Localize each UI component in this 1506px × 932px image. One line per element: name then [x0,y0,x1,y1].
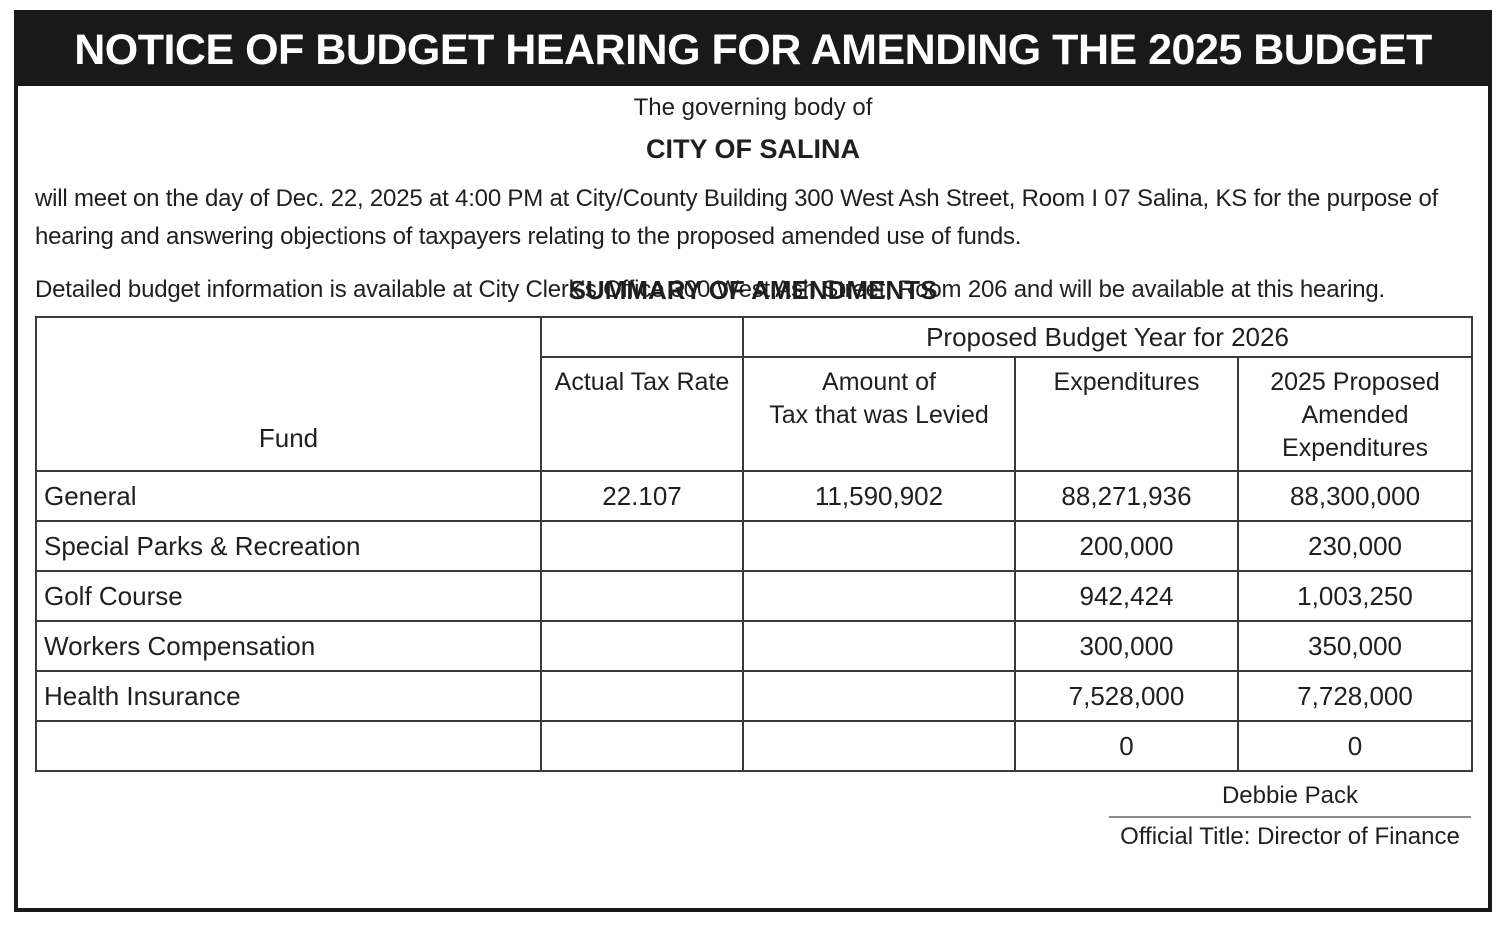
summary-of-amendments-table: Fund Proposed Budget Year for 2026 Actua… [35,316,1474,772]
empty-header-cell [540,316,744,358]
actual-tax-rate-cell [540,670,744,722]
governing-body-intro: The governing body of [633,94,873,121]
column-header-fund: Fund [35,316,542,472]
notice-content: The governing body of CITY OF SALINA wil… [18,94,1488,851]
column-header-amount-levied: Amount of Tax that was Levied [742,356,1016,472]
table-row: Workers Compensation 300,000 350,000 [35,620,1474,672]
official-title-line: Official Title: Director of Finance [1109,816,1471,851]
group-header-row: Fund Proposed Budget Year for 2026 [35,316,1474,472]
fund-cell: Special Parks & Recreation [35,520,542,572]
amount-levied-cell [742,620,1016,672]
amount-levied-cell [742,570,1016,622]
actual-tax-rate-cell [540,620,744,672]
expenditures-cell: 300,000 [1014,620,1239,672]
expenditures-cell: 200,000 [1014,520,1239,572]
amended-expenditures-cell: 350,000 [1236,620,1474,672]
column-header-amended-expenditures: 2025 Proposed Amended Expenditures [1236,356,1474,472]
amended-expenditures-cell: 7,728,000 [1236,670,1474,722]
entity-name: CITY OF SALINA [645,134,860,164]
signatory-name: Debbie Pack [1221,782,1359,809]
amount-levied-cell [742,670,1016,722]
fund-cell: Workers Compensation [35,620,542,672]
notice-title-bar: NOTICE OF BUDGET HEARING FOR AMENDING TH… [18,14,1488,86]
fund-cell: Health Insurance [35,670,542,722]
amended-expenditures-cell: 88,300,000 [1236,470,1474,522]
expenditures-cell: 88,271,936 [1014,470,1239,522]
expenditures-cell: 7,528,000 [1014,670,1239,722]
actual-tax-rate-cell [540,520,744,572]
amended-expenditures-cell: 1,003,250 [1236,570,1474,622]
meeting-paragraph: will meet on the day of Dec. 22, 2025 at… [35,185,1439,250]
table-row: Health Insurance 7,528,000 7,728,000 [35,670,1474,722]
actual-tax-rate-cell [540,720,744,772]
column-header-expenditures: Expenditures [1014,356,1239,472]
table-row: Special Parks & Recreation 200,000 230,0… [35,520,1474,572]
column-header-row: Actual Tax Rate Amount of Tax that was L… [36,356,1474,472]
budget-info-paragraph: Detailed budget information is available… [35,276,1386,303]
expenditures-cell: 0 [1014,720,1239,772]
notice-document: NOTICE OF BUDGET HEARING FOR AMENDING TH… [14,10,1492,912]
column-header-actual-tax-rate: Actual Tax Rate [540,356,744,472]
signature-block: Debbie Pack Official Title: Director of … [1109,782,1471,851]
actual-tax-rate-cell [540,570,744,622]
amount-levied-cell [742,720,1016,772]
table-row: Golf Course 942,424 1,003,250 [35,570,1474,622]
group-header-proposed-budget-year: Proposed Budget Year for 2026 [741,316,1474,358]
amount-levied-cell: 11,590,902 [742,470,1016,522]
notice-title: NOTICE OF BUDGET HEARING FOR AMENDING TH… [74,25,1432,74]
fund-cell: Golf Course [35,570,542,622]
amended-expenditures-cell: 0 [1236,720,1474,772]
amount-levied-cell [742,520,1016,572]
table-row: General 22.107 11,590,902 88,271,936 88,… [35,470,1474,522]
summary-heading: SUMMARY OF AMENDMENTS [568,275,938,305]
fund-cell [35,720,542,772]
table-row: 0 0 [35,720,1474,772]
amended-expenditures-cell: 230,000 [1236,520,1474,572]
fund-cell: General [35,470,542,522]
expenditures-cell: 942,424 [1014,570,1239,622]
actual-tax-rate-cell: 22.107 [540,470,744,522]
